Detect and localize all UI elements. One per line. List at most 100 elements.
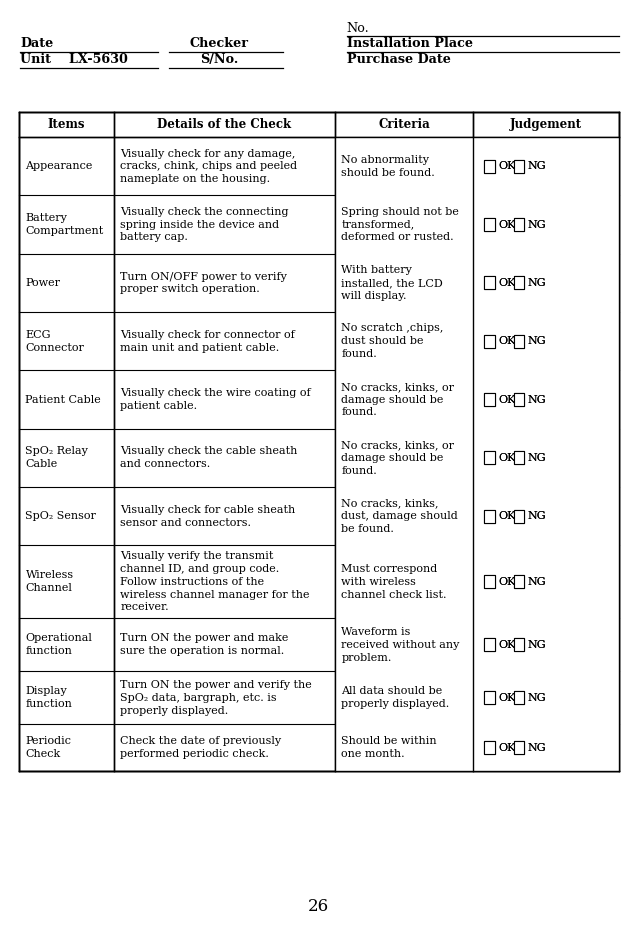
Text: Should be within
one month.: Should be within one month. xyxy=(342,736,437,759)
Bar xyxy=(485,160,495,173)
Text: OK: OK xyxy=(498,336,516,346)
Text: OK: OK xyxy=(498,577,516,587)
Text: NG: NG xyxy=(528,219,546,230)
Text: Turn ON the power and verify the
SpO₂ data, bargraph, etc. is
properly displayed: Turn ON the power and verify the SpO₂ da… xyxy=(120,680,312,716)
Text: NG: NG xyxy=(528,743,546,753)
Bar xyxy=(514,575,525,589)
Text: OK: OK xyxy=(498,395,516,405)
Text: Visually check for any damage,
cracks, chink, chips and peeled
nameplate on the : Visually check for any damage, cracks, c… xyxy=(120,148,298,184)
Text: OK: OK xyxy=(498,743,516,753)
Text: No abnormality
should be found.: No abnormality should be found. xyxy=(342,155,435,177)
Bar xyxy=(514,638,525,651)
Text: Items: Items xyxy=(48,118,85,131)
Bar xyxy=(514,160,525,173)
Text: NG: NG xyxy=(528,693,546,703)
Text: Must correspond
with wireless
channel check list.: Must correspond with wireless channel ch… xyxy=(342,564,446,600)
Text: Turn ON/OFF power to verify
proper switch operation.: Turn ON/OFF power to verify proper switc… xyxy=(120,272,287,294)
Text: All data should be
properly displayed.: All data should be properly displayed. xyxy=(342,687,450,709)
Bar xyxy=(485,393,495,406)
Text: Periodic
Check: Periodic Check xyxy=(25,736,71,759)
Text: Purchase Date: Purchase Date xyxy=(347,53,450,66)
Text: No abnormality
should be found.: No abnormality should be found. xyxy=(342,155,435,177)
Text: No cracks, kinks,
dust, damage should
be found.: No cracks, kinks, dust, damage should be… xyxy=(342,498,458,534)
Text: OK: OK xyxy=(498,640,516,649)
Bar xyxy=(485,575,495,589)
Bar xyxy=(514,276,525,289)
Text: NG: NG xyxy=(528,577,546,587)
Text: SpO₂ Relay
Cable: SpO₂ Relay Cable xyxy=(25,446,88,469)
Bar xyxy=(514,452,525,465)
Text: Display
function: Display function xyxy=(25,687,73,709)
Text: Must correspond
with wireless
channel check list.: Must correspond with wireless channel ch… xyxy=(342,564,446,600)
Bar xyxy=(485,741,495,754)
Text: OK: OK xyxy=(498,743,516,753)
Text: OK: OK xyxy=(498,693,516,703)
Text: NG: NG xyxy=(528,743,546,753)
Bar xyxy=(485,335,495,348)
Text: NG: NG xyxy=(528,395,546,405)
Bar xyxy=(485,638,495,651)
Bar xyxy=(473,137,619,771)
Text: OK: OK xyxy=(498,511,516,522)
Text: OK: OK xyxy=(498,278,516,288)
Bar xyxy=(514,335,525,348)
Bar xyxy=(485,452,495,465)
Text: NG: NG xyxy=(528,395,546,405)
Text: Waveform is
received without any
problem.: Waveform is received without any problem… xyxy=(342,627,460,662)
Bar xyxy=(485,509,495,522)
Text: NG: NG xyxy=(528,640,546,649)
Text: OK: OK xyxy=(498,453,516,463)
Text: NG: NG xyxy=(528,511,546,522)
Text: OK: OK xyxy=(498,219,516,230)
Bar xyxy=(514,335,525,348)
Text: OK: OK xyxy=(498,640,516,649)
Bar xyxy=(485,160,495,173)
Text: 26: 26 xyxy=(307,898,329,915)
Text: No cracks, kinks, or
damage should be
found.: No cracks, kinks, or damage should be fo… xyxy=(342,440,454,476)
Text: Visually check the connecting
spring inside the device and
battery cap.: Visually check the connecting spring ins… xyxy=(120,207,289,243)
Bar xyxy=(485,638,495,651)
Bar xyxy=(514,575,525,589)
Text: Visually check for cable sheath
sensor and connectors.: Visually check for cable sheath sensor a… xyxy=(120,505,296,527)
Text: Appearance: Appearance xyxy=(25,161,93,172)
Bar xyxy=(485,691,495,704)
Text: Should be within
one month.: Should be within one month. xyxy=(342,736,437,759)
Text: No cracks, kinks, or
damage should be
found.: No cracks, kinks, or damage should be fo… xyxy=(342,382,454,417)
Bar xyxy=(485,276,495,289)
Bar xyxy=(514,218,525,231)
Text: Patient Cable: Patient Cable xyxy=(25,395,101,405)
Text: NG: NG xyxy=(528,161,546,172)
Text: Waveform is
received without any
problem.: Waveform is received without any problem… xyxy=(342,627,460,662)
Text: NG: NG xyxy=(528,336,546,346)
Text: NG: NG xyxy=(528,278,546,288)
Text: Date: Date xyxy=(20,37,53,50)
Text: NG: NG xyxy=(528,161,546,172)
Bar xyxy=(514,509,525,522)
Text: ECG
Connector: ECG Connector xyxy=(25,329,85,353)
Text: Visually check the cable sheath
and connectors.: Visually check the cable sheath and conn… xyxy=(120,447,298,469)
Text: Details of the Check: Details of the Check xyxy=(157,118,291,131)
Text: With battery
installed, the LCD
will display.: With battery installed, the LCD will dis… xyxy=(342,265,443,300)
Bar xyxy=(485,741,495,754)
Bar xyxy=(514,393,525,406)
Text: Spring should not be
transformed,
deformed or rusted.: Spring should not be transformed, deform… xyxy=(342,207,459,243)
Text: OK: OK xyxy=(498,278,516,288)
Text: OK: OK xyxy=(498,161,516,172)
Bar xyxy=(485,452,495,465)
Text: NG: NG xyxy=(528,453,546,463)
Bar xyxy=(19,112,619,771)
Text: Criteria: Criteria xyxy=(378,118,430,131)
Text: Check the date of previously
performed periodic check.: Check the date of previously performed p… xyxy=(120,736,281,759)
Text: NG: NG xyxy=(528,278,546,288)
Text: Unit    LX-5630: Unit LX-5630 xyxy=(20,53,128,66)
Bar xyxy=(485,276,495,289)
Bar xyxy=(485,575,495,589)
Text: NG: NG xyxy=(528,693,546,703)
Text: Installation Place: Installation Place xyxy=(347,37,473,50)
Text: NG: NG xyxy=(528,511,546,522)
Bar xyxy=(335,137,473,771)
Text: Visually check the wire coating of
patient cable.: Visually check the wire coating of patie… xyxy=(120,388,311,411)
Text: With battery
installed, the LCD
will display.: With battery installed, the LCD will dis… xyxy=(342,265,443,300)
Text: Visually check for connector of
main unit and patient cable.: Visually check for connector of main uni… xyxy=(120,330,295,353)
Text: NG: NG xyxy=(528,577,546,587)
